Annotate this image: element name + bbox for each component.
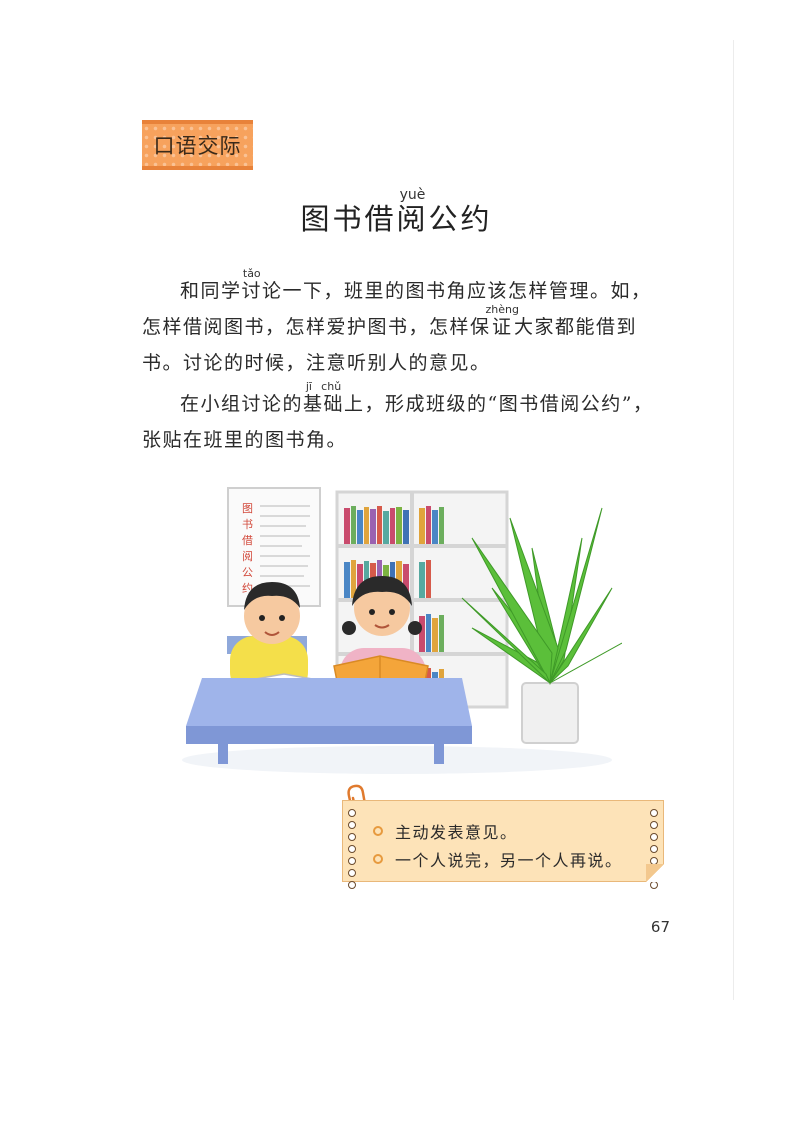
floor-shadow bbox=[182, 746, 612, 774]
body-text: 和同学讨tǎo论一下，班里的图书角应该怎样管理。如，怎样借阅图书，怎样爱护图书，… bbox=[142, 267, 670, 458]
poster-char: 约 bbox=[242, 582, 253, 595]
folded-corner bbox=[646, 864, 664, 882]
ruby-char: 讨 bbox=[241, 280, 263, 302]
poster-char: 借 bbox=[242, 534, 253, 547]
books-row-3 bbox=[419, 614, 444, 652]
poster-char: 图 bbox=[242, 502, 253, 515]
text-span: 和同学 bbox=[180, 280, 242, 302]
pinyin: tǎo bbox=[241, 267, 263, 280]
text-span: 上，形成班级的“图书借阅公约”，张贴在班里的图书角。 bbox=[142, 393, 654, 451]
title-pinyin: yuè bbox=[396, 187, 429, 203]
text-span: 大家都能借到书。讨论的时候，注意听别人的意见。 bbox=[142, 316, 637, 374]
pinyin: jī chǔ bbox=[303, 380, 345, 393]
tag-pattern bbox=[142, 124, 253, 166]
ruby-char: 证 bbox=[485, 316, 519, 338]
poster-char: 书 bbox=[242, 518, 253, 531]
tip-text: 主动发表意见。 bbox=[395, 823, 518, 842]
page-edge bbox=[733, 40, 734, 1000]
ruby-char: 基础 bbox=[303, 393, 345, 415]
ruby-annotation: 证zhèng bbox=[486, 303, 519, 338]
circle-bullet-icon bbox=[373, 826, 383, 836]
poster-char: 公 bbox=[242, 566, 253, 579]
desk bbox=[186, 678, 472, 764]
page-number: 67 bbox=[650, 918, 670, 936]
paragraph-2: 在小组讨论的基础jī chǔ上，形成班级的“图书借阅公约”，张贴在班里的图书角。 bbox=[142, 380, 670, 458]
tip-text: 一个人说完，另一个人再说。 bbox=[395, 851, 623, 870]
text-span: 在小组讨论的 bbox=[180, 393, 304, 415]
wall-poster: 图 书 借 阅 公 约 bbox=[227, 487, 321, 607]
title-ruby-char: 阅 bbox=[396, 202, 429, 236]
tips-list: 主动发表意见。 一个人说完，另一个人再说。 bbox=[373, 817, 623, 873]
paragraph-1: 和同学讨tǎo论一下，班里的图书角应该怎样管理。如，怎样借阅图书，怎样爱护图书，… bbox=[142, 267, 670, 381]
potted-plant bbox=[461, 507, 622, 744]
circle-bullet-icon bbox=[373, 854, 383, 864]
pinyin: zhèng bbox=[485, 303, 519, 316]
title-part: 公约 bbox=[428, 202, 493, 236]
ruby-annotation: 基础jī chǔ bbox=[303, 380, 345, 415]
text-span: 论一下，班里的图书角应该怎样管理。如，怎样借阅图书，怎样爱护图书，怎样保 bbox=[142, 280, 652, 338]
title-ruby: 阅yuè bbox=[396, 187, 429, 236]
tips-card: 主动发表意见。 一个人说完，另一个人再说。 bbox=[342, 800, 664, 889]
ruby-annotation: 讨tǎo bbox=[241, 267, 263, 302]
page-title: 图书借阅yuè公约 bbox=[0, 187, 793, 238]
tip-item: 一个人说完，另一个人再说。 bbox=[373, 845, 623, 873]
books-row-1 bbox=[344, 506, 444, 544]
reading-corner-illustration: 图 书 借 阅 公 约 bbox=[182, 487, 622, 774]
section-tag: 口语交际 bbox=[142, 120, 253, 170]
poster-char: 阅 bbox=[242, 550, 253, 563]
section-tag-label: 口语交际 bbox=[153, 134, 242, 158]
binder-rings-left bbox=[348, 809, 356, 893]
title-part: 图书借 bbox=[300, 202, 397, 236]
tip-item: 主动发表意见。 bbox=[373, 817, 623, 845]
